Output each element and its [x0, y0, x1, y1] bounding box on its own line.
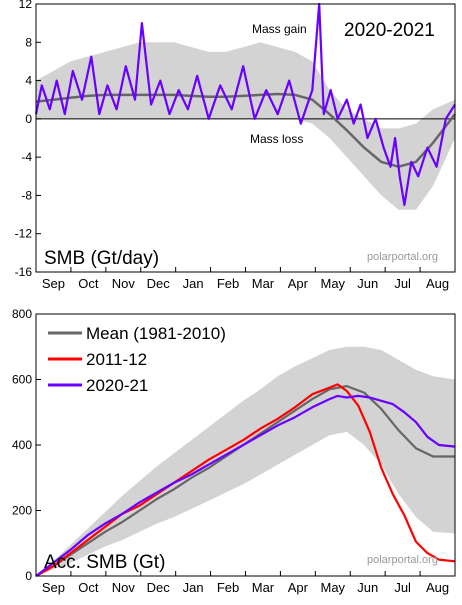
top-x-tick-label: Feb: [217, 276, 239, 291]
legend-label-2020: 2020-21: [86, 376, 148, 395]
top-series-2020-21: [34, 2, 456, 207]
bottom-x-tick-label: Nov: [112, 580, 136, 595]
bottom-x-tick-label: Apr: [288, 580, 309, 595]
top-y-tick-label: 0: [25, 112, 32, 126]
mass-gain-annotation: Mass gain: [252, 22, 307, 36]
mass-loss-annotation: Mass loss: [250, 132, 303, 146]
top-y-tick-label: -8: [21, 188, 32, 202]
top-y-tick-label: 12: [19, 0, 33, 11]
bottom-watermark: polarportal.org: [367, 554, 438, 566]
bottom-x-ticks: Sep Oct Nov Dec Jan Feb Mar Apr May Jun Jul Aug: [35, 571, 449, 595]
bottom-x-tick-label: Oct: [78, 580, 99, 595]
top-range-band: [36, 42, 455, 210]
chart-title: 2020-2021: [344, 20, 435, 41]
top-x-tick-label: Dec: [147, 276, 171, 291]
top-watermark: polarportal.org: [367, 251, 438, 263]
legend: Mean (1981-2010) 2011-12 2020-21: [48, 324, 226, 395]
bottom-x-tick-label: Jul: [394, 580, 411, 595]
top-x-tick-label: May: [321, 276, 346, 291]
top-x-tick-label: Oct: [78, 276, 99, 291]
top-y-tick-label: 4: [25, 74, 32, 88]
top-x-tick-label: Mar: [252, 276, 275, 291]
top-y-tick-label: -16: [15, 265, 33, 279]
top-x-tick-label: Sep: [42, 276, 65, 291]
top-x-tick-label: Nov: [112, 276, 136, 291]
bottom-panel-label: Acc. SMB (Gt): [44, 552, 165, 573]
top-x-tick-label: Jul: [394, 276, 411, 291]
top-panel-label: SMB (Gt/day): [44, 248, 159, 269]
top-y-tick-label: 8: [25, 35, 32, 49]
top-x-tick-label: Jun: [357, 276, 378, 291]
bottom-x-tick-label: Dec: [147, 580, 171, 595]
bottom-y-tick-label: 0: [25, 569, 32, 583]
top-x-tick-label: Apr: [288, 276, 309, 291]
bottom-x-tick-label: Feb: [217, 580, 239, 595]
bottom-x-tick-label: Jun: [357, 580, 378, 595]
bottom-y-ticks: 800 600 400 200 0: [12, 307, 41, 583]
bottom-y-tick-label: 400: [12, 438, 32, 452]
bottom-x-tick-label: Jan: [183, 580, 204, 595]
bottom-x-tick-label: Aug: [426, 580, 449, 595]
bottom-series-2020-21: [35, 394, 456, 577]
bottom-y-tick-label: 800: [12, 307, 32, 321]
top-y-tick-label: -12: [15, 227, 33, 241]
legend-label-2011: 2011-12: [86, 350, 147, 369]
bottom-y-tick-label: 200: [12, 504, 32, 518]
bottom-range-band: [36, 346, 455, 576]
top-panel: 12 8 4 0 -4 -8 -12 -16 Sep Oct Nov Dec Jan Feb Mar Apr…: [15, 0, 456, 291]
top-band-layer: [36, 42, 455, 210]
bottom-y-tick-label: 600: [12, 373, 32, 387]
bottom-lines-layer: [35, 383, 456, 577]
bottom-x-tick-label: May: [321, 580, 346, 595]
top-y-tick-label: -4: [21, 150, 32, 164]
bottom-panel: 800 600 400 200 0 Sep Oct Nov Dec Jan Feb Mar Apr Ma…: [12, 307, 456, 595]
top-x-ticks: Sep Oct Nov Dec Jan Feb Mar Apr May Jun Jul Aug: [35, 267, 449, 291]
top-y-ticks: 12 8 4 0 -4 -8 -12 -16: [15, 0, 41, 279]
top-lines-layer: [34, 2, 456, 207]
bottom-x-tick-label: Sep: [42, 580, 65, 595]
bottom-x-tick-label: Mar: [252, 580, 275, 595]
top-x-tick-label: Aug: [426, 276, 449, 291]
legend-label-mean: Mean (1981-2010): [86, 324, 226, 343]
top-x-tick-label: Jan: [183, 276, 204, 291]
bottom-band-layer: [36, 346, 455, 576]
